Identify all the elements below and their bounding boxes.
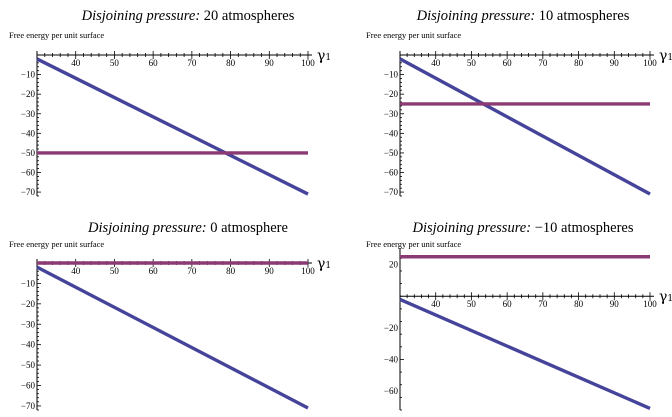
y-tick-label: −40 [384, 128, 399, 138]
chart-title-prefix: Disjoining pressure: [416, 8, 536, 24]
x-axis-label-symbol: γ [317, 48, 325, 64]
y-tick-label: −20 [384, 323, 399, 333]
y-tick-label: −60 [384, 386, 399, 396]
chart-title-suffix: 10 atmospheres [539, 8, 630, 24]
chart-title-suffix: 0 atmosphere [210, 220, 288, 236]
x-tick-label: 60 [503, 58, 513, 68]
series-line-1 [399, 297, 651, 410]
x-tick-label: 70 [187, 266, 197, 276]
x-axis-label-symbol: γ [659, 48, 667, 64]
y-axis-label: Free energy per unit surface [366, 239, 461, 249]
y-tick-label: −10 [21, 278, 36, 288]
x-axis-label-symbol: γ [317, 256, 325, 272]
y-tick-label: −30 [21, 109, 36, 119]
x-tick-label: 80 [574, 299, 584, 309]
x-tick-label: 80 [226, 58, 236, 68]
x-axis-label-subscript: 1 [325, 261, 331, 271]
x-tick-label: 100 [643, 58, 657, 68]
chart-title-prefix: Disjoining pressure: [87, 220, 207, 236]
chart-title: Disjoining pressure: −10 atmospheres [412, 220, 634, 236]
y-tick-label: −20 [21, 299, 36, 309]
y-axis-label: Free energy per unit surface [366, 30, 461, 40]
x-tick-label: 40 [71, 58, 81, 68]
y-tick-label: −60 [21, 168, 36, 178]
y-axis-label: Free energy per unit surface [9, 239, 104, 249]
chart-title-suffix: 20 atmospheres [204, 8, 295, 24]
y-tick-label: −70 [21, 401, 36, 411]
y-tick-label: −10 [21, 70, 36, 80]
chart-title-prefix: Disjoining pressure: [81, 8, 201, 24]
y-tick-label: −50 [384, 148, 399, 158]
chart-title: Disjoining pressure: 10 atmospheres [416, 8, 630, 24]
x-tick-label: 50 [110, 58, 120, 68]
series-line-1 [36, 57, 309, 196]
chart-panel-3: Disjoining pressure: 0 atmosphere Free en… [9, 220, 331, 411]
x-tick-label: 40 [431, 299, 441, 309]
x-tick-label: 50 [467, 299, 477, 309]
y-tick-label: −40 [21, 128, 36, 138]
x-tick-label: 70 [538, 299, 548, 309]
x-tick-label: 70 [538, 58, 548, 68]
x-tick-label: 90 [265, 58, 275, 68]
y-tick-label: −60 [384, 168, 399, 178]
x-tick-label: 60 [149, 266, 159, 276]
x-axis-label: γ1 [317, 48, 331, 64]
x-tick-label: 100 [301, 58, 315, 68]
x-tick-label: 80 [226, 266, 236, 276]
x-tick-label: 100 [643, 299, 657, 309]
y-tick-label: −60 [21, 381, 36, 391]
x-axis-label: γ1 [659, 289, 672, 305]
y-tick-label: −20 [21, 89, 36, 99]
x-tick-label: 90 [610, 299, 620, 309]
x-axis-label: γ1 [317, 256, 331, 272]
y-tick-label: −40 [21, 340, 36, 350]
x-axis-label-subscript: 1 [667, 294, 672, 304]
x-tick-label: 60 [503, 299, 513, 309]
y-tick-label: −30 [384, 109, 399, 119]
chart-panel-4: Disjoining pressure: −10 atmospheres Free… [366, 220, 672, 411]
x-tick-label: 90 [265, 266, 275, 276]
y-tick-label: 20 [389, 260, 399, 270]
x-axis-label-subscript: 1 [667, 53, 672, 63]
y-tick-label: −30 [21, 319, 36, 329]
x-tick-label: 50 [467, 58, 477, 68]
y-tick-label: −20 [384, 89, 399, 99]
chart-title-prefix: Disjoining pressure: [412, 220, 532, 236]
chart-title-suffix: −10 atmospheres [535, 220, 634, 236]
chart-title: Disjoining pressure: 0 atmosphere [87, 220, 288, 236]
x-tick-label: 70 [187, 58, 197, 68]
x-tick-label: 90 [610, 58, 620, 68]
series-line-1 [36, 265, 309, 410]
x-tick-label: 80 [574, 58, 584, 68]
x-tick-label: 40 [71, 266, 81, 276]
x-axis-label-subscript: 1 [325, 53, 331, 63]
y-tick-label: −10 [384, 70, 399, 80]
x-axis-label: γ1 [659, 48, 672, 64]
chart-title: Disjoining pressure: 20 atmospheres [81, 8, 295, 24]
x-axis-label-symbol: γ [659, 289, 667, 305]
x-tick-label: 40 [431, 58, 441, 68]
x-tick-label: 100 [301, 266, 315, 276]
series-line-1 [399, 57, 651, 196]
chart-panel-1: Disjoining pressure: 20 atmospheres Free … [9, 8, 331, 197]
y-tick-label: −40 [384, 354, 399, 364]
y-tick-label: −70 [21, 187, 36, 197]
y-tick-label: −50 [21, 360, 36, 370]
y-axis-label: Free energy per unit surface [9, 30, 104, 40]
y-tick-label: −50 [21, 148, 36, 158]
chart-panel-2: Disjoining pressure: 10 atmospheres Free … [366, 8, 672, 197]
y-tick-label: −70 [384, 187, 399, 197]
x-tick-label: 50 [110, 266, 120, 276]
x-tick-label: 60 [149, 58, 159, 68]
